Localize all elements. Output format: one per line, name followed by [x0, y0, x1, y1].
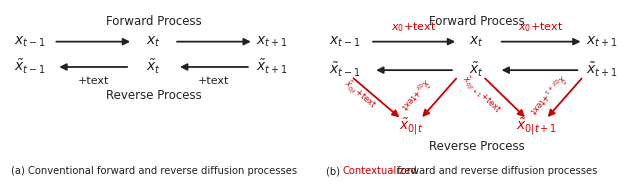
Text: $x_0$+text: $x_0$+text — [518, 20, 564, 34]
Text: $x_{t+1}$: $x_{t+1}$ — [586, 34, 618, 49]
Text: $\tilde{x}_{0|t+1}$+text: $\tilde{x}_{0|t+1}$+text — [458, 73, 504, 118]
Text: $\tilde{x}_t$: $\tilde{x}_t$ — [146, 58, 161, 76]
Text: forward and reverse diffusion processes: forward and reverse diffusion processes — [394, 166, 597, 176]
Text: (a) Conventional forward and reverse diffusion processes: (a) Conventional forward and reverse dif… — [10, 166, 297, 176]
Text: (b): (b) — [326, 166, 344, 176]
Text: $\tilde{x}_{0|t}$+text: $\tilde{x}_{0|t}$+text — [340, 77, 379, 114]
Text: $x_t$: $x_t$ — [147, 34, 161, 49]
Text: $\tilde{x}_{t+1}$: $\tilde{x}_{t+1}$ — [586, 61, 618, 79]
Text: Forward Process: Forward Process — [106, 15, 202, 28]
Text: $\tilde{x}_{t-1}$: $\tilde{x}_{t-1}$ — [14, 58, 46, 76]
Text: Contextualized: Contextualized — [342, 166, 417, 176]
Text: $\tilde{x}_{0|t}$+text: $\tilde{x}_{0|t}$+text — [396, 74, 433, 113]
Text: +text: +text — [198, 76, 230, 86]
Text: $\tilde{x}_{t+1}$: $\tilde{x}_{t+1}$ — [255, 58, 287, 76]
Text: Reverse Process: Reverse Process — [429, 140, 525, 153]
Text: $x_{t-1}$: $x_{t-1}$ — [330, 34, 361, 49]
Text: $x_0$+text: $x_0$+text — [392, 20, 436, 34]
Text: Reverse Process: Reverse Process — [106, 89, 202, 102]
Text: $x_t$: $x_t$ — [470, 34, 484, 49]
Text: Forward Process: Forward Process — [429, 15, 525, 28]
Text: $\tilde{x}_t$: $\tilde{x}_t$ — [469, 61, 484, 79]
Text: $x_{t+1}$: $x_{t+1}$ — [255, 34, 287, 49]
Text: $\tilde{x}_{0|t+1}$: $\tilde{x}_{0|t+1}$ — [516, 117, 557, 137]
Text: $\tilde{x}_{t-1}$: $\tilde{x}_{t-1}$ — [329, 61, 361, 79]
Text: +text: +text — [77, 76, 109, 86]
Text: $x_{t-1}$: $x_{t-1}$ — [14, 34, 45, 49]
Text: $\tilde{x}_{0|t}$: $\tilde{x}_{0|t}$ — [399, 117, 423, 137]
Text: $\tilde{x}_{0|t+1}$+text: $\tilde{x}_{0|t+1}$+text — [524, 70, 568, 118]
